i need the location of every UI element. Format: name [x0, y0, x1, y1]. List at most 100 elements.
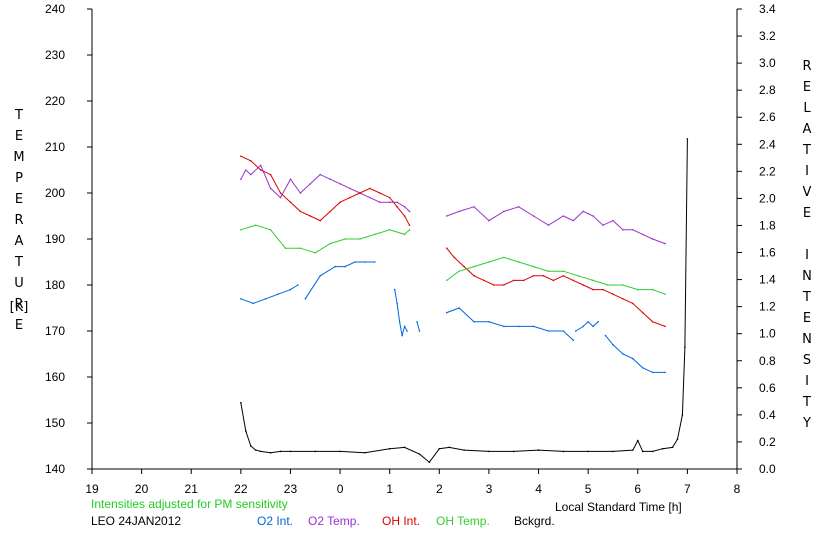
x-tick-label: 6 [634, 482, 641, 496]
series-bckgrd-point [249, 445, 252, 447]
series-o2-int-point [319, 275, 322, 277]
x-tick-label: 8 [734, 482, 741, 496]
series-o2-int-line [575, 321, 599, 332]
series-o2-temp-point [369, 196, 371, 199]
series-oh-int-point [562, 275, 565, 277]
series-oh-int-point [651, 321, 654, 323]
series-bckgrd-point [418, 453, 421, 455]
y-left-tick-label: 170 [45, 324, 65, 338]
series-oh-int-point [612, 293, 614, 296]
x-tick-label: 4 [535, 482, 542, 496]
series-o2-temp-point [473, 206, 475, 208]
series-o2-temp-point [592, 215, 594, 217]
series-oh-temp-point [374, 233, 376, 236]
series-o2-int-point [641, 367, 644, 369]
series-oh-temp-point [408, 229, 411, 231]
x-tick-label: 3 [486, 482, 493, 496]
series-o2-temp-point [622, 229, 624, 231]
series-o2-temp-point [572, 219, 575, 222]
series-o2-int-point [354, 261, 356, 263]
series-bckgrd-point [403, 446, 406, 449]
series-o2-temp-point [403, 206, 406, 208]
y-right-tick-label: 2.2 [759, 164, 776, 178]
series-oh-temp-point [388, 229, 391, 231]
series-o2-temp-point [388, 201, 391, 203]
series-oh-int-line [240, 155, 410, 226]
series-o2-int-line [240, 284, 299, 304]
series-o2-int-point [406, 330, 408, 332]
series-oh-temp-point [636, 288, 639, 291]
series-o2-temp-point [319, 173, 322, 176]
series-o2-temp-point [602, 224, 604, 226]
series-o2-temp-point [339, 183, 341, 185]
series-oh-temp-point [458, 270, 460, 273]
series-oh-temp-point [562, 270, 565, 273]
series-oh-temp-point [299, 247, 302, 249]
series-oh-int-point [641, 311, 644, 314]
series-bckgrd-point [448, 446, 451, 449]
series-o2-int-point [240, 298, 242, 300]
footer-legend-oh-int: OH Int. [382, 514, 421, 528]
series-bckgrd-point [279, 450, 282, 453]
series-oh-int-point [299, 210, 302, 213]
x-tick-label: 2 [436, 482, 443, 496]
series-o2-int-point [304, 298, 307, 300]
series-oh-temp-point [445, 279, 448, 282]
x-tick-label: 5 [585, 482, 592, 496]
series-oh-temp-point [651, 288, 654, 291]
footer-legend-o2-temp: O2 Temp. [308, 514, 360, 528]
x-tick-label: 21 [185, 482, 199, 496]
series-o2-temp-point [562, 215, 565, 217]
series-o2-int-line [446, 307, 574, 341]
series-oh-temp-point [403, 233, 406, 236]
series-bckgrd-point [651, 450, 654, 453]
series-o2-int-point [503, 325, 505, 328]
series-bckgrd-point [488, 450, 490, 453]
series-o2-int-point [374, 261, 376, 263]
y-left-tick-label: 160 [45, 370, 65, 384]
series-oh-temp-point [622, 284, 624, 286]
y-left-tick-label: 210 [45, 140, 65, 154]
series-bckgrd-point [632, 449, 634, 451]
series-o2-int-point [458, 307, 460, 309]
series-oh-int-point [552, 279, 555, 282]
footer-legend-o2-int: O2 Int. [257, 514, 294, 528]
series-o2-int-point [398, 321, 401, 323]
y-right-tick-label: 1.8 [759, 218, 776, 232]
series-bckgrd-point [339, 450, 341, 453]
series-oh-int-point [269, 173, 272, 176]
series-oh-temp-point [547, 270, 550, 273]
series-oh-int-point [289, 201, 292, 203]
series-o2-int-point [418, 330, 421, 332]
series-bckgrd-point [463, 449, 465, 451]
series-oh-temp-point [577, 275, 580, 277]
series-bckgrd-point [641, 450, 644, 453]
series-o2-temp-point [259, 164, 262, 167]
series-oh-int-point [359, 192, 361, 194]
series-oh-temp-line [446, 256, 666, 295]
series-oh-int-point [483, 279, 485, 282]
series-o2-int-point [488, 321, 490, 323]
series-oh-int-point [378, 192, 381, 194]
series-oh-temp-point [517, 261, 520, 263]
series-bckgrd-point [684, 346, 686, 349]
series-oh-int-point [493, 284, 495, 286]
x-tick-label: 7 [684, 482, 691, 496]
series-oh-int-point [259, 169, 262, 171]
series-oh-int-point [602, 288, 604, 291]
series-o2-int-point [297, 284, 299, 286]
x-tick-label: 20 [135, 482, 149, 496]
series-bckgrd-point [388, 447, 391, 450]
series-o2-int-point [393, 288, 396, 291]
series-bckgrd-point [562, 450, 565, 453]
series-o2-temp-point [299, 192, 302, 194]
series-bckgrd-point [686, 138, 689, 140]
series-oh-int-point [309, 215, 312, 217]
series-o2-int-point [587, 321, 589, 323]
series-oh-int-point [369, 187, 371, 190]
series-oh-int-point [532, 275, 535, 277]
series-o2-int-point [612, 344, 614, 346]
series-o2-temp-point [612, 219, 614, 222]
